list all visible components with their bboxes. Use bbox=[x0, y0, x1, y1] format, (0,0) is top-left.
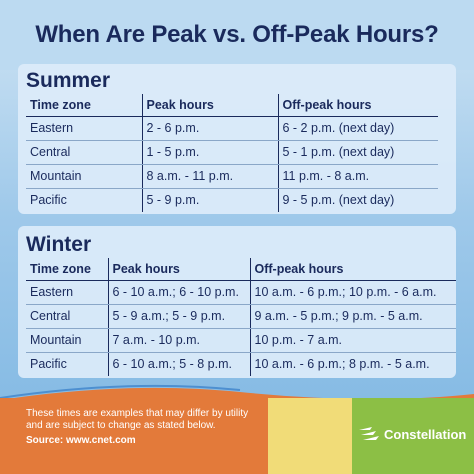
column-header: Peak hours bbox=[107, 258, 250, 281]
time-zone-cell: Eastern bbox=[26, 280, 108, 305]
table-row: Pacific 6 - 10 a.m.; 5 - 8 p.m. 10 a.m. … bbox=[26, 352, 456, 376]
time-zone-cell: Pacific bbox=[30, 193, 67, 208]
peak-hours-cell: 8 a.m. - 11 p.m. bbox=[141, 164, 278, 189]
table-row: Mountain 8 a.m. - 11 p.m. 11 p.m. - 8 a.… bbox=[26, 164, 438, 189]
time-zone-cell: Mountain bbox=[26, 164, 142, 189]
off-peak-hours-cell: 5 - 1 p.m. (next day) bbox=[277, 140, 438, 165]
time-zone-cell: Eastern bbox=[26, 116, 142, 141]
page-title: When Are Peak vs. Off-Peak Hours? bbox=[35, 21, 439, 48]
constellation-logo-icon bbox=[359, 427, 379, 440]
peak-hours-cell: 5 - 9 a.m.; 5 - 9 p.m. bbox=[107, 304, 250, 329]
summer-card: Summer Time zone Peak hours Off-peak hou… bbox=[18, 64, 456, 214]
footer-yellow-band bbox=[268, 398, 352, 474]
footer-green-band bbox=[352, 398, 474, 474]
off-peak-hours-cell: 9 a.m. - 5 p.m.; 9 p.m. - 5 a.m. bbox=[249, 304, 456, 329]
off-peak-hours-cell: 9 - 5 p.m. (next day) bbox=[277, 188, 438, 212]
time-zone-cell: Central bbox=[26, 140, 142, 165]
column-header: Off-peak hours bbox=[249, 258, 456, 281]
peak-hours-cell: 5 - 9 p.m. bbox=[141, 188, 278, 212]
brand-logo: Constellation bbox=[358, 426, 466, 442]
table-row: Mountain 7 a.m. - 10 p.m. 10 p.m. - 7 a.… bbox=[26, 328, 456, 353]
title-bar: When Are Peak vs. Off-Peak Hours? bbox=[0, 0, 474, 70]
table-row: Pacific 5 - 9 p.m. 9 - 5 p.m. (next day) bbox=[26, 188, 438, 212]
summer-heading: Summer bbox=[26, 69, 111, 92]
column-header: Time zone bbox=[26, 94, 142, 117]
summer-table: Time zone Peak hours Off-peak hours East… bbox=[26, 94, 438, 212]
brand-name: Constellation bbox=[384, 426, 467, 442]
peak-hours-cell: 2 - 6 p.m. bbox=[141, 116, 278, 141]
winter-heading: Winter bbox=[26, 233, 92, 256]
column-header: Peak hours bbox=[141, 94, 278, 117]
footnote: These times are examples that may differ… bbox=[26, 408, 266, 447]
off-peak-hours-cell: 10 a.m. - 6 p.m.; 10 p.m. - 6 a.m. bbox=[249, 280, 456, 305]
time-zone-cell: Pacific bbox=[30, 357, 67, 372]
peak-hours-cell: 7 a.m. - 10 p.m. bbox=[107, 328, 250, 353]
winter-card: Winter Time zone Peak hours Off-peak hou… bbox=[18, 226, 456, 378]
table-header-row: Time zone Peak hours Off-peak hours bbox=[26, 94, 438, 117]
table-row: Eastern 6 - 10 a.m.; 6 - 10 p.m. 10 a.m.… bbox=[26, 280, 456, 305]
off-peak-hours-cell: 6 - 2 p.m. (next day) bbox=[277, 116, 438, 141]
time-zone-cell: Central bbox=[26, 304, 108, 329]
table-row: Eastern 2 - 6 p.m. 6 - 2 p.m. (next day) bbox=[26, 116, 438, 141]
column-header: Off-peak hours bbox=[277, 94, 438, 117]
footnote-text: These times are examples that may differ… bbox=[26, 408, 249, 431]
time-zone-cell: Mountain bbox=[26, 328, 108, 353]
peak-hours-cell: 1 - 5 p.m. bbox=[141, 140, 278, 165]
off-peak-hours-cell: 10 p.m. - 7 a.m. bbox=[249, 328, 456, 353]
footer-orange-band bbox=[0, 398, 268, 474]
off-peak-hours-cell: 11 p.m. - 8 a.m. bbox=[277, 164, 438, 189]
off-peak-hours-cell: 10 a.m. - 6 p.m.; 8 p.m. - 5 a.m. bbox=[249, 352, 456, 376]
column-header: Time zone bbox=[26, 258, 108, 281]
peak-hours-cell: 6 - 10 a.m.; 5 - 8 p.m. bbox=[107, 352, 250, 376]
peak-hours-cell: 6 - 10 a.m.; 6 - 10 p.m. bbox=[107, 280, 250, 305]
table-row: Central 1 - 5 p.m. 5 - 1 p.m. (next day) bbox=[26, 140, 438, 165]
table-row: Central 5 - 9 a.m.; 5 - 9 p.m. 9 a.m. - … bbox=[26, 304, 456, 329]
table-header-row: Time zone Peak hours Off-peak hours bbox=[26, 258, 456, 281]
winter-table: Time zone Peak hours Off-peak hours East… bbox=[26, 258, 456, 376]
source-text: Source: www.cnet.com bbox=[26, 435, 136, 446]
footer: These times are examples that may differ… bbox=[0, 398, 474, 474]
